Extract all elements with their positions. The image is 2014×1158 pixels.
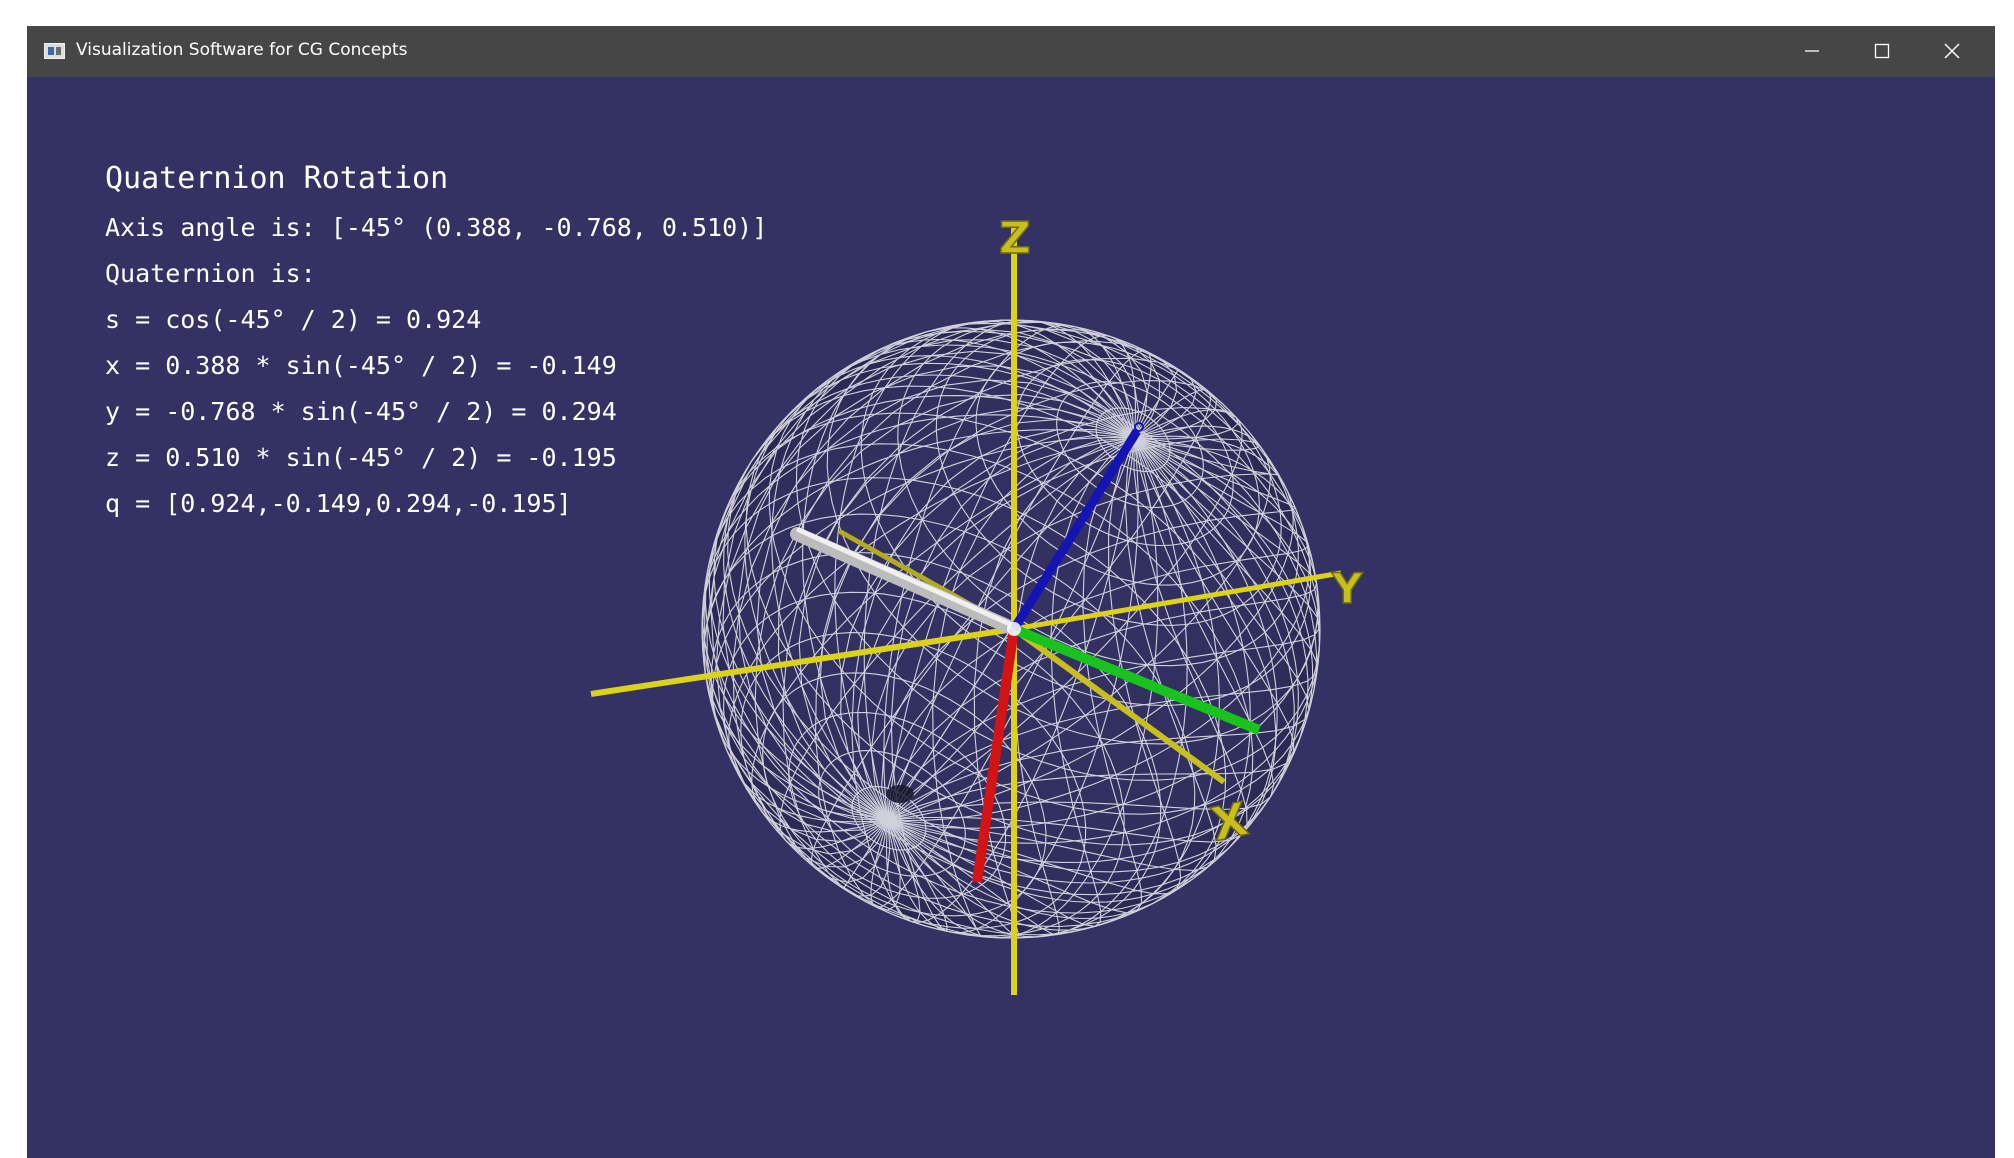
s-component-line: s = cos(-45° / 2) = 0.924 xyxy=(105,305,482,334)
rotation-axis-rod xyxy=(790,527,1021,636)
window-title: Visualization Software for CG Concepts xyxy=(76,40,408,60)
sphere-pole-spot xyxy=(886,785,914,803)
wire-diagonal xyxy=(887,437,1135,937)
y-axis-positive xyxy=(1013,570,1342,632)
wire-diagonal xyxy=(887,437,1135,935)
app-window: Visualization Software for CG Concepts xyxy=(27,26,1995,1158)
z-component-line: z = 0.510 * sin(-45° / 2) = -0.195 xyxy=(105,443,617,472)
q-result-line: q = [0.924,-0.149,0.294,-0.195] xyxy=(105,489,572,518)
quaternion-info-panel: Quaternion Rotation Axis angle is: [-45°… xyxy=(105,159,767,527)
origin-point xyxy=(1007,622,1021,636)
wire-diagonal xyxy=(887,437,1310,821)
wire-diagonal xyxy=(887,437,1295,821)
y-component-line: y = -0.768 * sin(-45° / 2) = 0.294 xyxy=(105,397,617,426)
wire-diagonal xyxy=(887,437,1135,939)
wire-diagonal xyxy=(870,437,1280,821)
gl-viewport[interactable]: Z Y X Quaternion Rotation Axis angle is:… xyxy=(27,77,1995,1158)
wire-diagonal xyxy=(887,437,1318,821)
quaternion-scene[interactable]: Z Y X xyxy=(27,77,1995,1158)
wire-diagonal xyxy=(777,340,1178,821)
rotation-axis-highlight xyxy=(796,527,1015,628)
wire-diagonal xyxy=(887,437,1309,820)
wire-diagonal xyxy=(798,357,1197,821)
z-vector xyxy=(1010,428,1141,632)
wire-diagonal xyxy=(782,407,1135,897)
y-axis-negative xyxy=(590,626,1015,697)
x-vector xyxy=(972,628,1019,883)
x-component-line: x = 0.388 * sin(-45° / 2) = -0.149 xyxy=(105,351,617,380)
minimize-icon xyxy=(1805,50,1819,52)
wire-diagonal xyxy=(756,328,1160,821)
wire-diagonal xyxy=(710,322,1135,821)
close-icon xyxy=(1944,43,1960,59)
app-window-icon xyxy=(44,43,65,59)
panel-heading: Quaternion Rotation xyxy=(105,161,449,196)
wire-diagonal xyxy=(738,321,1148,821)
close-button[interactable] xyxy=(1917,26,1987,77)
wire-diagonal xyxy=(887,434,1135,932)
wire-diagonal xyxy=(754,394,1135,883)
z-axis-label: Z xyxy=(999,213,1031,264)
wire-diagonal xyxy=(887,437,1143,914)
y-axis-label: Y xyxy=(1331,564,1363,613)
z-vector-tip xyxy=(1134,422,1144,432)
minimize-button[interactable] xyxy=(1777,26,1847,77)
x-axis-positive xyxy=(1012,626,1226,785)
maximize-button[interactable] xyxy=(1847,26,1917,77)
y-vector xyxy=(1012,624,1261,735)
wire-diagonal xyxy=(814,418,1135,911)
quaternion-label-line: Quaternion is: xyxy=(105,259,316,288)
axis-angle-line: Axis angle is: [-45° (0.388, -0.768, 0.5… xyxy=(105,213,768,242)
wire-diagonal xyxy=(715,365,1135,855)
wire-diagonal xyxy=(887,437,1217,871)
wire-diagonal xyxy=(840,406,1239,821)
maximize-icon xyxy=(1874,43,1890,59)
wire-diagonal xyxy=(881,437,1297,821)
wire-diagonal xyxy=(722,319,1140,821)
title-bar[interactable]: Visualization Software for CG Concepts xyxy=(27,26,1995,77)
rotation-axis-vector xyxy=(790,527,1021,636)
wire-diagonal xyxy=(851,429,1135,922)
wire-diagonal xyxy=(887,437,1321,821)
wire-diagonal xyxy=(887,438,1248,843)
